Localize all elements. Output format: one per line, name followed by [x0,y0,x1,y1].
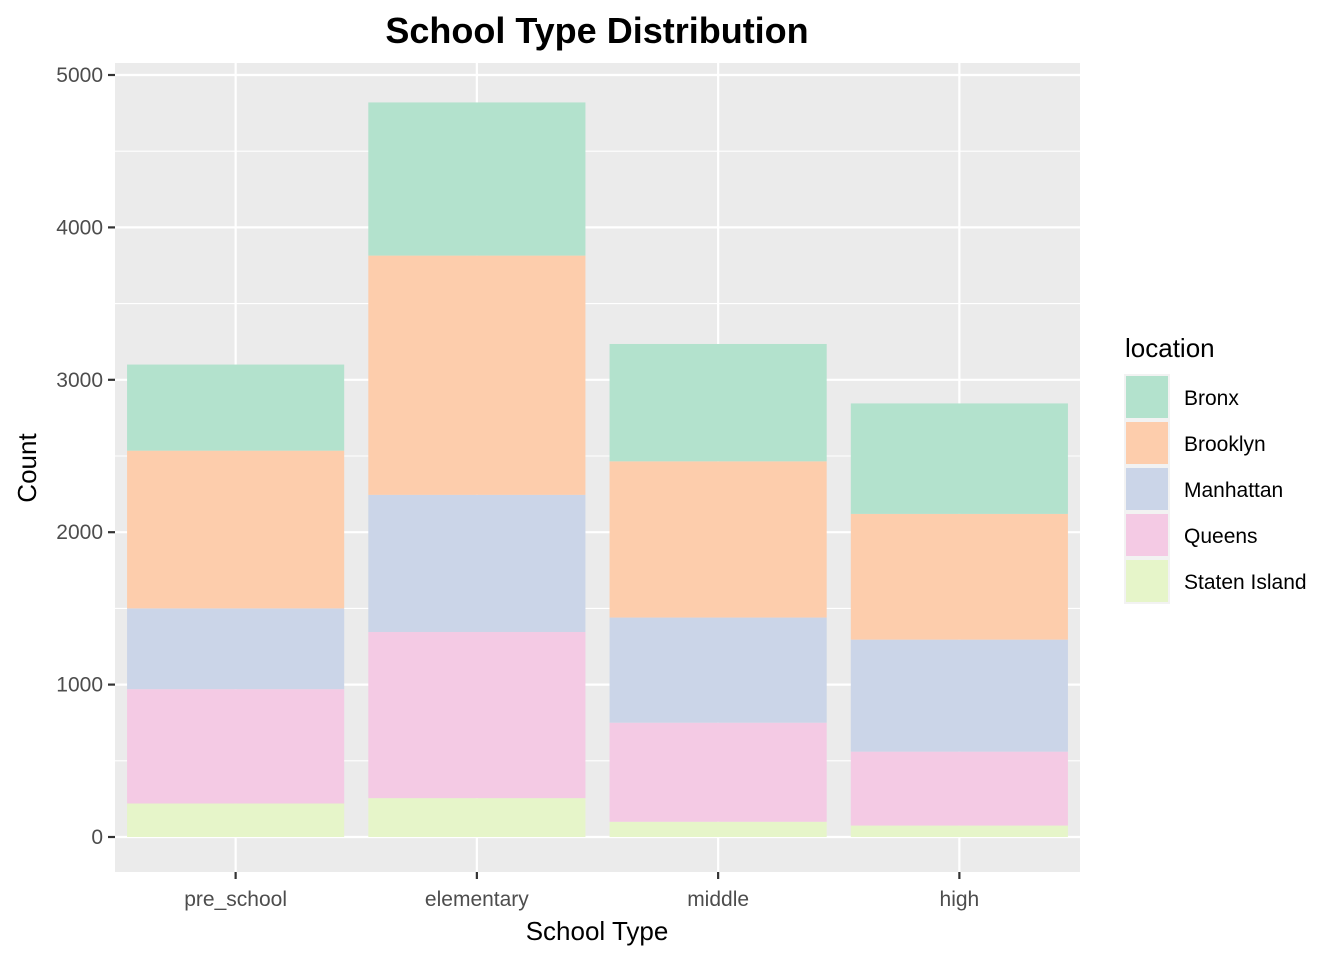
bar-segment-pre_school-queens [127,689,345,804]
bar-segment-middle-manhattan [609,617,827,723]
bar-segment-pre_school-bronx [127,364,345,451]
bar-segment-pre_school-staten-island [127,803,345,837]
y-tick-label: 0 [91,826,103,849]
bar-segment-middle-bronx [609,343,827,462]
chart-title: School Type Distribution [385,10,808,51]
y-tick-label: 5000 [56,64,103,87]
bar-segment-elementary-brooklyn [368,255,586,495]
legend-label: Manhattan [1184,479,1283,502]
legend-swatch-queens [1126,514,1168,556]
bar-segment-elementary-queens [368,632,586,799]
x-tick-label: pre_school [184,888,287,911]
legend-label: Brooklyn [1184,433,1266,456]
x-tick-label: middle [687,888,749,911]
bar-segment-pre_school-manhattan [127,608,345,690]
y-axis-title: Count [12,433,42,503]
bar-segment-high-manhattan [850,639,1068,752]
x-tick-label: high [940,888,980,911]
legend-swatch-manhattan [1126,468,1168,510]
bar-segment-elementary-manhattan [368,494,586,633]
legend-swatch-staten-island [1126,560,1168,602]
bar-segment-elementary-bronx [368,102,586,256]
y-tick-label: 1000 [56,674,103,697]
x-tick-label: elementary [425,888,529,911]
bar-segment-middle-queens [609,722,827,822]
bar-segment-pre_school-brooklyn [127,450,345,609]
bar-segment-high-staten-island [850,825,1068,837]
bar-segment-high-brooklyn [850,513,1068,640]
y-tick-label: 4000 [56,216,103,239]
bar-segment-middle-staten-island [609,821,827,837]
legend: location Bronx Brooklyn Manhattan Queens Stat… [1124,333,1307,604]
bar-segment-high-queens [850,751,1068,826]
bar-segment-high-bronx [850,403,1068,514]
axes-layer: 0 1000 2000 3000 4000 5000 pre_school elementar… [56,64,979,911]
x-axis-title: School Type [526,916,669,946]
y-tick-label: 3000 [56,369,103,392]
bars-layer [127,102,1068,837]
bar-segment-elementary-staten-island [368,798,586,837]
legend-swatch-brooklyn [1126,422,1168,464]
legend-label: Bronx [1184,387,1239,410]
legend-label: Queens [1184,525,1258,548]
legend-title: location [1125,333,1215,363]
bar-segment-middle-brooklyn [609,461,827,618]
legend-swatch-bronx [1126,376,1168,418]
legend-label: Staten Island [1184,571,1307,594]
y-tick-label: 2000 [56,521,103,544]
